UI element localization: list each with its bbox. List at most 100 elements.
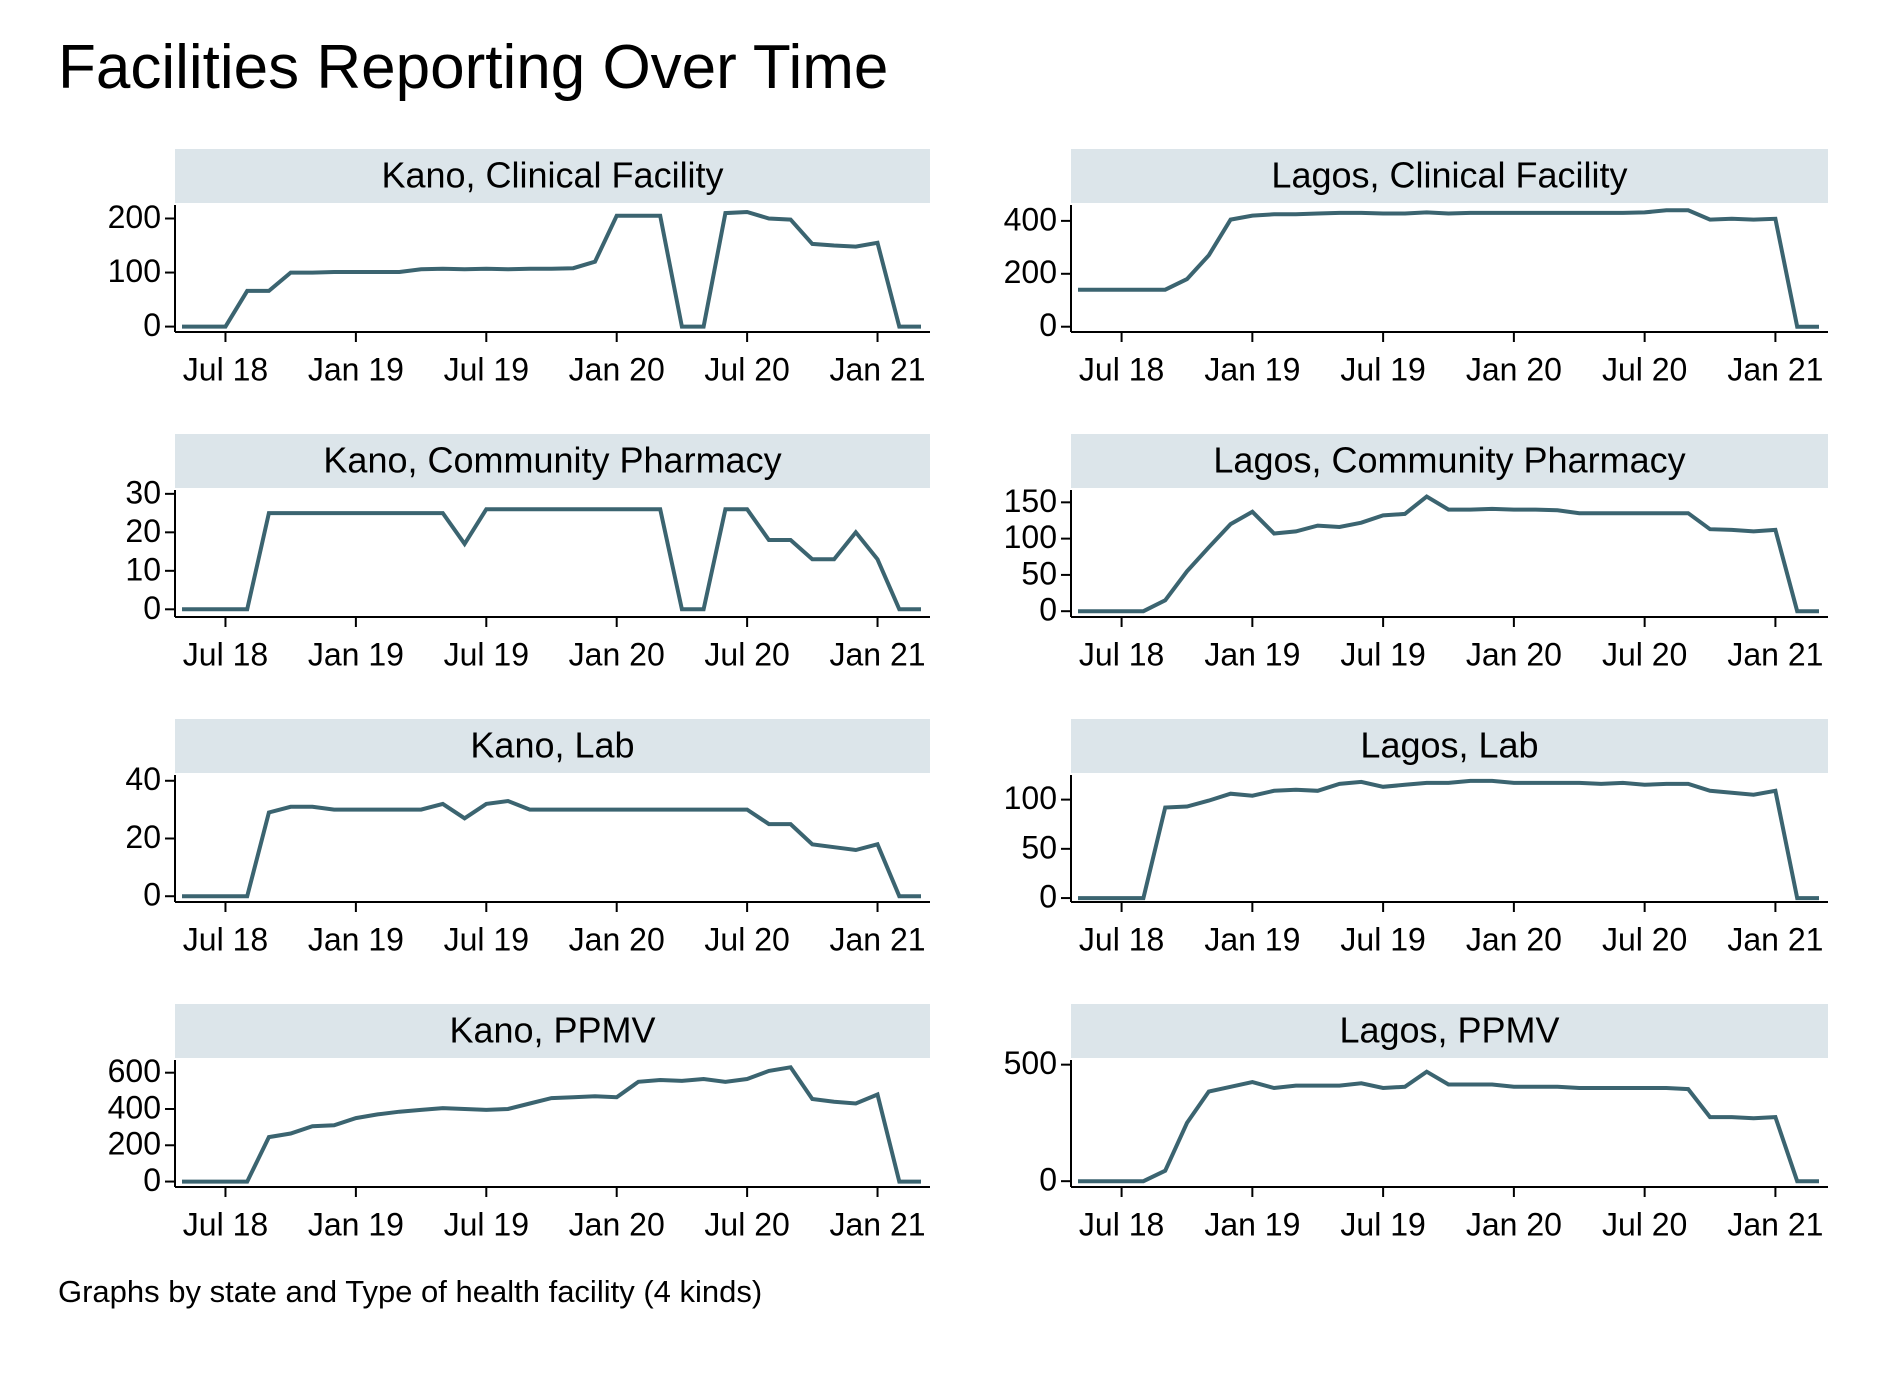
x-tick-label: Jan 21 xyxy=(829,1206,925,1242)
panel-header xyxy=(1071,149,1828,203)
panel-title: Lagos, PPMV xyxy=(1339,1010,1559,1051)
x-tick-label: Jan 20 xyxy=(569,636,665,672)
data-line xyxy=(1078,208,1819,329)
y-tick-label: 100 xyxy=(1004,780,1057,816)
x-tick-label: Jan 21 xyxy=(829,351,925,387)
x-tick-label: Jul 20 xyxy=(1602,921,1687,957)
panel-title: Kano, Lab xyxy=(470,725,634,766)
x-tick-label: Jul 19 xyxy=(444,351,529,387)
x-tick-label: Jul 18 xyxy=(183,351,268,387)
data-line xyxy=(182,507,921,612)
panel-title: Lagos, Community Pharmacy xyxy=(1213,440,1685,481)
x-tick-label: Jan 20 xyxy=(569,921,665,957)
data-line xyxy=(182,209,921,329)
y-tick-label: 0 xyxy=(143,877,161,913)
x-tick-label: Jul 20 xyxy=(1602,636,1687,672)
figure-title: Facilities Reporting Over Time xyxy=(58,33,888,102)
x-tick-label: Jan 19 xyxy=(308,1206,404,1242)
x-tick-label: Jan 20 xyxy=(1466,636,1562,672)
data-line xyxy=(182,798,921,899)
y-tick-label: 0 xyxy=(1039,307,1057,343)
panel-header xyxy=(1071,434,1828,488)
x-tick-label: Jan 19 xyxy=(1204,351,1300,387)
data-line xyxy=(182,1065,921,1184)
y-tick-label: 200 xyxy=(108,199,161,235)
x-tick-label: Jan 20 xyxy=(569,351,665,387)
x-tick-label: Jul 20 xyxy=(704,1206,789,1242)
x-tick-label: Jul 19 xyxy=(444,1206,529,1242)
x-tick-label: Jul 19 xyxy=(444,921,529,957)
x-tick-label: Jan 19 xyxy=(1204,921,1300,957)
panel-title: Kano, Clinical Facility xyxy=(381,155,723,196)
x-tick-label: Jul 20 xyxy=(704,351,789,387)
x-tick-label: Jul 19 xyxy=(1340,351,1425,387)
x-tick-label: Jul 18 xyxy=(1079,921,1164,957)
y-tick-label: 0 xyxy=(143,1162,161,1198)
y-tick-label: 500 xyxy=(1004,1045,1057,1081)
x-tick-label: Jan 21 xyxy=(829,636,925,672)
x-tick-label: Jul 20 xyxy=(704,636,789,672)
y-tick-label: 100 xyxy=(1004,519,1057,555)
x-tick-label: Jan 21 xyxy=(829,921,925,957)
x-tick-label: Jan 21 xyxy=(1727,351,1823,387)
y-tick-label: 0 xyxy=(143,307,161,343)
data-line xyxy=(1078,1069,1819,1184)
y-tick-label: 200 xyxy=(108,1126,161,1162)
panel-title: Kano, Community Pharmacy xyxy=(323,440,781,481)
x-tick-label: Jul 19 xyxy=(1340,636,1425,672)
x-tick-label: Jul 18 xyxy=(183,921,268,957)
x-tick-label: Jan 19 xyxy=(1204,636,1300,672)
y-tick-label: 400 xyxy=(1004,201,1057,237)
data-line xyxy=(1078,778,1819,901)
x-tick-label: Jan 20 xyxy=(1466,1206,1562,1242)
x-tick-label: Jul 18 xyxy=(183,1206,268,1242)
data-line xyxy=(1078,494,1819,614)
panel-header xyxy=(175,149,930,203)
figure-note: Graphs by state and Type of health facil… xyxy=(58,1274,762,1309)
y-tick-label: 0 xyxy=(1039,592,1057,628)
x-tick-label: Jan 19 xyxy=(1204,1206,1300,1242)
y-tick-label: 0 xyxy=(143,590,161,626)
x-tick-label: Jul 18 xyxy=(183,636,268,672)
x-tick-label: Jul 20 xyxy=(704,921,789,957)
x-tick-label: Jul 19 xyxy=(1340,921,1425,957)
y-tick-label: 0 xyxy=(1039,1162,1057,1198)
x-tick-label: Jan 19 xyxy=(308,351,404,387)
y-tick-label: 400 xyxy=(108,1089,161,1125)
x-tick-label: Jan 20 xyxy=(1466,351,1562,387)
y-tick-label: 50 xyxy=(1021,555,1057,591)
x-tick-label: Jan 20 xyxy=(1466,921,1562,957)
x-tick-label: Jul 20 xyxy=(1602,1206,1687,1242)
x-tick-label: Jul 20 xyxy=(1602,351,1687,387)
x-tick-label: Jul 18 xyxy=(1079,636,1164,672)
panel-header xyxy=(175,719,930,773)
y-tick-label: 150 xyxy=(1004,483,1057,519)
panel-title: Lagos, Clinical Facility xyxy=(1271,155,1627,196)
y-tick-label: 200 xyxy=(1004,254,1057,290)
x-tick-label: Jul 19 xyxy=(444,636,529,672)
panel-header xyxy=(175,1004,930,1058)
y-tick-label: 600 xyxy=(108,1053,161,1089)
x-tick-label: Jul 18 xyxy=(1079,1206,1164,1242)
x-tick-label: Jan 19 xyxy=(308,921,404,957)
x-tick-label: Jan 21 xyxy=(1727,921,1823,957)
y-tick-label: 20 xyxy=(125,819,161,855)
y-tick-label: 40 xyxy=(125,761,161,797)
x-tick-label: Jul 18 xyxy=(1079,351,1164,387)
y-tick-label: 10 xyxy=(125,551,161,587)
y-tick-label: 0 xyxy=(1039,879,1057,915)
panel-title: Lagos, Lab xyxy=(1360,725,1538,766)
panel-title: Kano, PPMV xyxy=(449,1010,655,1051)
x-tick-label: Jul 19 xyxy=(1340,1206,1425,1242)
y-tick-label: 20 xyxy=(125,513,161,549)
panel-header xyxy=(1071,1004,1828,1058)
x-tick-label: Jan 20 xyxy=(569,1206,665,1242)
y-tick-label: 30 xyxy=(125,474,161,510)
panel-header xyxy=(1071,719,1828,773)
x-tick-label: Jan 19 xyxy=(308,636,404,672)
panel-header xyxy=(175,434,930,488)
x-tick-label: Jan 21 xyxy=(1727,636,1823,672)
y-tick-label: 50 xyxy=(1021,829,1057,865)
